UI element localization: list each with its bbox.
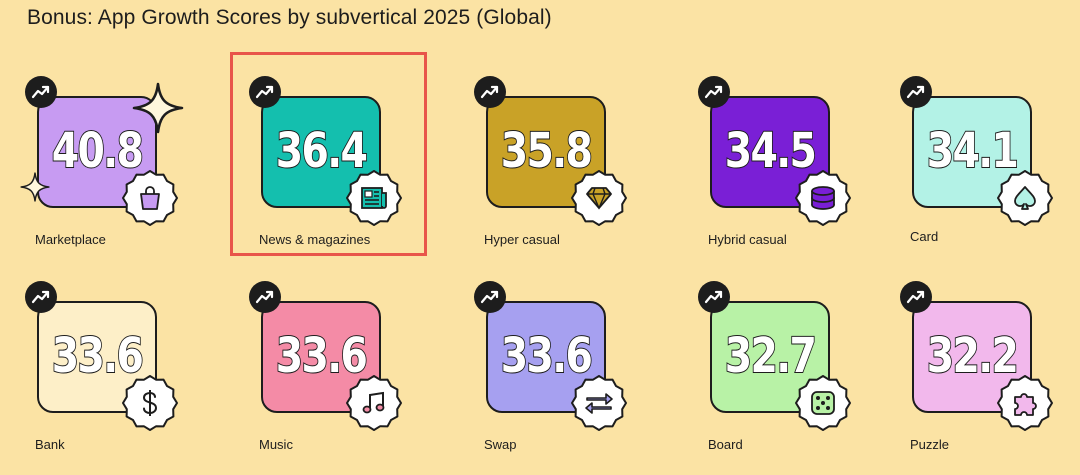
trend-up-icon bbox=[249, 76, 281, 108]
score-value: 33.6 bbox=[500, 327, 594, 385]
score-value: 32.7 bbox=[724, 327, 818, 385]
score-tile: 33.6 Swap bbox=[474, 281, 654, 471]
score-tile: 32.7 Board bbox=[698, 281, 878, 471]
shopping-bag-icon bbox=[121, 169, 179, 227]
score-value: 32.2 bbox=[926, 327, 1020, 385]
dice-icon bbox=[794, 374, 852, 432]
trend-up-icon bbox=[900, 76, 932, 108]
score-tile: 33.6 Bank bbox=[25, 281, 205, 471]
score-tile: 32.2 Puzzle bbox=[900, 281, 1080, 471]
score-tile: 35.8 Hyper casual bbox=[474, 76, 654, 266]
trend-up-icon bbox=[698, 281, 730, 313]
spade-icon bbox=[996, 169, 1054, 227]
score-tile-label: Bank bbox=[35, 437, 65, 452]
trend-up-icon bbox=[698, 76, 730, 108]
score-value: 36.4 bbox=[275, 122, 369, 180]
trend-up-icon bbox=[25, 76, 57, 108]
score-value: 35.8 bbox=[500, 122, 594, 180]
score-tile: 36.4 News & magazines bbox=[249, 76, 429, 266]
score-tile-box bbox=[37, 96, 157, 208]
coin-stack-icon bbox=[794, 169, 852, 227]
sparkle-icon bbox=[20, 172, 50, 207]
score-value: 34.1 bbox=[926, 122, 1020, 180]
score-tile: 33.6 Music bbox=[249, 281, 429, 471]
score-value: 34.5 bbox=[724, 122, 818, 180]
trend-up-icon bbox=[25, 281, 57, 313]
trend-up-icon bbox=[474, 281, 506, 313]
trend-up-icon bbox=[900, 281, 932, 313]
score-tile-label: Marketplace bbox=[35, 232, 106, 247]
score-tile-label: News & magazines bbox=[259, 232, 371, 247]
score-value: 40.8 bbox=[51, 122, 145, 180]
diamond-icon bbox=[570, 169, 628, 227]
score-tile-label: Board bbox=[708, 437, 743, 452]
score-tile-label: Hyper casual bbox=[484, 232, 560, 247]
score-tile-box bbox=[486, 301, 606, 413]
score-tile: 40.8 Marketplace bbox=[25, 76, 205, 266]
score-value: 33.6 bbox=[275, 327, 369, 385]
dollar-icon bbox=[121, 374, 179, 432]
sparkle-icon bbox=[132, 82, 184, 139]
swap-arrows-icon bbox=[570, 374, 628, 432]
score-tile-label: Music bbox=[259, 437, 293, 452]
score-tile: 34.1 Card bbox=[900, 76, 1080, 266]
score-value: 33.6 bbox=[51, 327, 145, 385]
score-tile-label: Puzzle bbox=[910, 437, 950, 452]
puzzle-piece-icon bbox=[996, 374, 1054, 432]
music-note-icon bbox=[345, 374, 403, 432]
trend-up-icon bbox=[249, 281, 281, 313]
trend-up-icon bbox=[474, 76, 506, 108]
score-tile-label: Swap bbox=[484, 437, 517, 452]
score-tile: 34.5 Hybrid casual bbox=[698, 76, 878, 266]
page-title: Bonus: App Growth Scores by subvertical … bbox=[27, 6, 552, 29]
highlight-frame bbox=[230, 52, 427, 256]
newspaper-icon bbox=[345, 169, 403, 227]
score-tile-label: Hybrid casual bbox=[708, 232, 787, 247]
score-tile-label: Card bbox=[910, 229, 939, 244]
